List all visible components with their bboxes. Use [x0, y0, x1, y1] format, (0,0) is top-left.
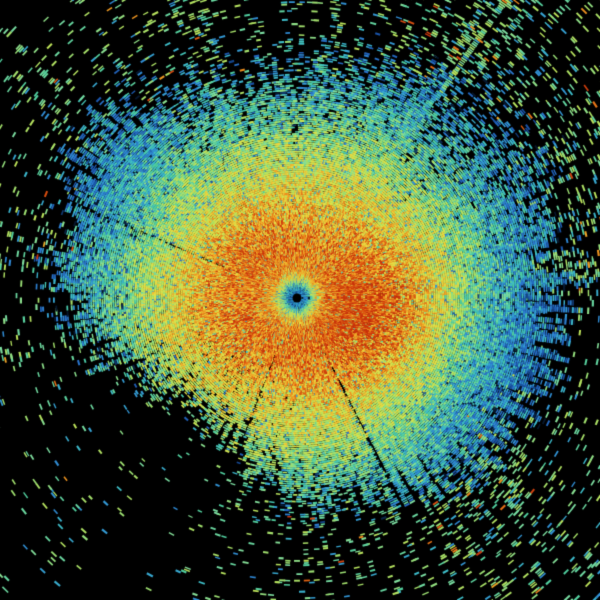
radar-reflectivity-view: [0, 0, 600, 600]
radar-ppi-canvas: [0, 0, 600, 600]
